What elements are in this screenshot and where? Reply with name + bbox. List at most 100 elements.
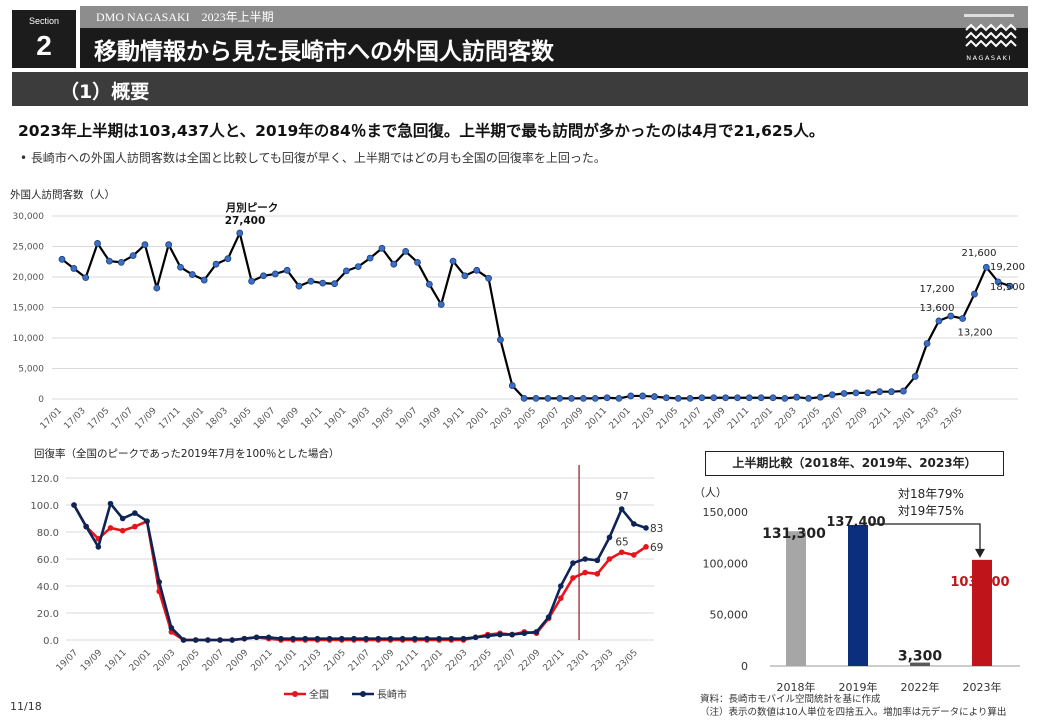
chart1-point xyxy=(888,388,895,396)
chart1-point xyxy=(911,373,919,380)
chart2-point-nagasaki xyxy=(192,637,199,643)
chart1-point xyxy=(224,255,232,263)
chart1-ytick-label: 20,000 xyxy=(13,273,45,283)
chart2-point-nagasaki xyxy=(144,518,150,524)
chart2-annotations: 97 83 65 69 xyxy=(615,491,663,554)
chart1-point xyxy=(698,394,706,402)
chart1-point xyxy=(425,280,433,288)
chart2-point-nagasaki xyxy=(132,510,138,516)
chart1-xtick-label: 18/09 xyxy=(276,406,302,432)
chart2-point-nagasaki xyxy=(558,583,564,589)
chart2-xtick-label: 23/01 xyxy=(566,648,591,673)
chart1-xtick-label: 21/03 xyxy=(631,406,656,431)
chart1-ytick-label: 5,000 xyxy=(18,365,44,375)
comparison-arrow-head xyxy=(975,548,985,558)
chart2-point-nagasaki xyxy=(436,635,442,642)
chart2-point-nagasaki xyxy=(326,635,333,642)
chart1-point xyxy=(390,260,398,268)
chart1-peak-value: 27,400 xyxy=(225,215,266,227)
chart1-xticks: 17/0117/0317/0517/0717/0917/1118/0118/03… xyxy=(39,406,965,432)
chart2-point-nagasaki xyxy=(509,631,515,638)
chart1-point xyxy=(722,394,729,402)
chart1-point xyxy=(828,391,836,399)
chart2-point-nagasaki xyxy=(217,637,223,643)
chart2-point-nagasaki xyxy=(399,635,406,642)
section-number: 2 xyxy=(36,30,52,61)
chart2-ytick-label: 60.0 xyxy=(37,555,59,566)
chart3-category-label: 2022年 xyxy=(901,680,940,694)
chart2-point-nagasaki xyxy=(643,525,649,531)
chart2-point-national xyxy=(107,525,114,531)
chart1-point xyxy=(70,265,78,272)
chart3-category-label: 2023年 xyxy=(963,680,1002,694)
chart2-point-nagasaki xyxy=(497,631,503,638)
chart1-point xyxy=(473,266,481,274)
recovery-rate-chart: 回復率（全国のピークであった2019年7月を100％とした場合） 0.0 20.0… xyxy=(30,447,663,701)
chart1-point xyxy=(414,258,421,266)
chart2-xtick-label: 19/09 xyxy=(79,648,105,674)
nagasaki-logo: NAGASAKI xyxy=(964,14,1017,62)
headline: 2023年上半期は103,437人と、2019年の84％まで急回復。上半期で最も… xyxy=(18,122,825,140)
chart2-point-nagasaki xyxy=(411,635,418,642)
visitor-count-chart: 外国人訪問客数（人） 0 5,000 10,000 15,000 20,000 25,00… xyxy=(10,188,1025,432)
chart1-point xyxy=(876,388,884,396)
chart1-xtick-label: 21/07 xyxy=(679,406,704,431)
page-number: 11/18 xyxy=(10,700,42,713)
chart1-point xyxy=(1006,282,1014,290)
chart1-line xyxy=(61,229,1011,400)
legend-swatch-marker xyxy=(292,691,298,697)
chart1-point xyxy=(591,394,599,402)
chart1-data-label: 13,200 xyxy=(958,327,993,338)
chart3-bar xyxy=(972,559,992,666)
chart1-xtick-label: 20/07 xyxy=(536,406,561,431)
chart1-point xyxy=(212,260,220,268)
chart1-point xyxy=(923,340,931,347)
chart2-point-nagasaki xyxy=(472,634,479,641)
chart1-point xyxy=(639,392,647,400)
chart2-point-nagasaki xyxy=(545,614,552,620)
chart1-ytick-label: 0 xyxy=(38,395,44,405)
chart2-xtick-label: 22/05 xyxy=(468,648,493,673)
chart1-series xyxy=(58,229,1014,402)
chart2-yticks: 0.0 20.0 40.0 60.0 80.0 100.0 120.0 xyxy=(30,474,59,647)
chart2-point-nagasaki xyxy=(241,635,248,642)
chart1-xtick-label: 22/09 xyxy=(845,406,871,432)
chart1-xtick-label: 22/11 xyxy=(868,406,893,431)
chart1-xtick-label: 22/05 xyxy=(797,406,822,431)
chart1-xtick-label: 22/01 xyxy=(750,406,775,431)
chart1-ylabel: 外国人訪問客数（人） xyxy=(10,188,115,201)
chart1-yticks: 0 5,000 10,000 15,000 20,000 25,000 30,000 xyxy=(13,212,45,405)
chart1-point xyxy=(520,394,528,402)
chart2-point-nagasaki xyxy=(521,630,528,637)
chart1-point xyxy=(141,241,149,249)
chart2-point-nagasaki xyxy=(278,635,284,642)
chart1-point xyxy=(82,274,90,282)
chart2-xtick-label: 20/01 xyxy=(128,648,153,673)
chart3-ytick-label: 150,000 xyxy=(703,506,749,519)
chart1-ytick-label: 15,000 xyxy=(13,304,45,314)
rounding-note: （注）表示の数値は10人単位を四捨五入。増加率は元データにより算出 xyxy=(700,707,1007,718)
chart1-point xyxy=(295,282,303,290)
header-subtitle: DMO NAGASAKI 2023年上半期 xyxy=(96,10,274,24)
chart1-point xyxy=(342,267,350,275)
chart1-point xyxy=(544,394,552,402)
chart1-point xyxy=(153,284,161,292)
chart3-category-label: 2019年 xyxy=(839,680,878,694)
chart1-xtick-label: 23/03 xyxy=(916,406,941,431)
chart1-point xyxy=(236,229,244,237)
chart2-xtick-label: 22/01 xyxy=(420,648,445,673)
chart2-point-national xyxy=(594,571,601,577)
chart2-xtick-label: 20/05 xyxy=(176,648,201,673)
chart1-point xyxy=(307,277,315,285)
chart1-point xyxy=(651,393,658,400)
chart2-point-nagasaki xyxy=(375,635,382,642)
chart1-ytick-label: 25,000 xyxy=(13,243,45,253)
chart2-point-nagasaki xyxy=(351,635,357,642)
chart2-xtick-label: 21/05 xyxy=(322,648,347,673)
chart1-point xyxy=(615,394,623,402)
chart2-xtick-label: 22/07 xyxy=(493,648,518,673)
chart3-yticks: 0 50,000 100,000 150,000 xyxy=(703,506,749,673)
chart1-point xyxy=(734,394,741,402)
chart1-point xyxy=(94,240,101,247)
chart1-gridlines xyxy=(52,215,1018,400)
